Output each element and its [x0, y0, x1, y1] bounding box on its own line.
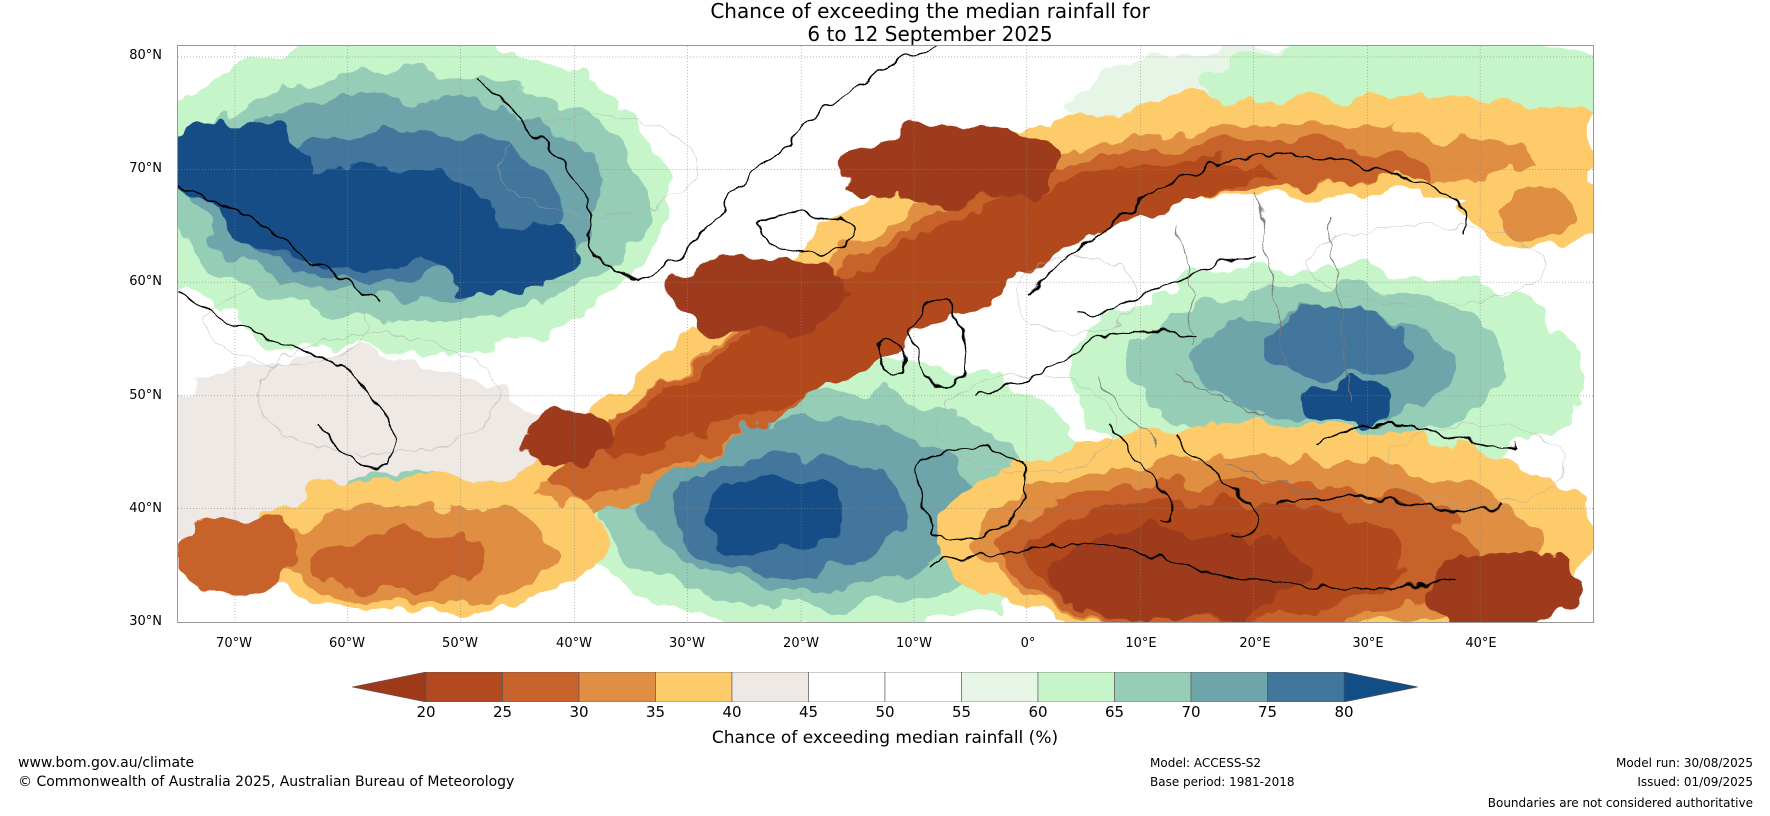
baltic-coast: [1076, 258, 1257, 316]
colorbar-tick-label: 30: [569, 703, 589, 721]
colorbar-bin: [731, 672, 809, 702]
issued-text: Issued: 01/09/2025: [1637, 775, 1753, 789]
coastlines: [178, 46, 1517, 591]
map-title: Chance of exceeding the median rainfall …: [0, 0, 1770, 46]
iberia-coast: [916, 447, 1028, 539]
lon-label-70w: 70°W: [216, 636, 252, 651]
model-text: Model: ACCESS-S2: [1150, 756, 1262, 770]
west-europe-coast: [976, 328, 1197, 396]
lat-label-30n: 30°N: [129, 614, 162, 629]
lon-label-40w: 40°W: [556, 636, 592, 651]
colorbar-bin: [1037, 672, 1115, 702]
italy-coast: [1106, 424, 1177, 522]
lat-label-60n: 60°N: [129, 274, 162, 289]
title-line-1: Chance of exceeding the median rainfall …: [710, 0, 1150, 23]
probability-field: [178, 46, 1593, 622]
lat-label-70n: 70°N: [129, 161, 162, 176]
uk-coast: [911, 298, 969, 387]
colorbar-tick-label: 75: [1257, 703, 1278, 721]
base-period-text: Base period: 1981-2018: [1150, 775, 1295, 789]
disclaimer-text: Boundaries are not considered authoritat…: [1487, 796, 1753, 810]
map-canvas: [178, 46, 1593, 622]
balkans-coast: [1176, 434, 1260, 539]
colorbar-tick-label: 35: [645, 703, 666, 721]
colorbar-bin: [884, 672, 962, 702]
iceland-coast: [756, 213, 856, 257]
graticule: [178, 46, 1593, 622]
colorbar-bin: [1267, 672, 1345, 702]
colorbar-bin: [425, 672, 503, 702]
website-text: www.bom.gov.au/climate: [18, 755, 195, 771]
lat-label-80n: 80°N: [129, 48, 162, 63]
lon-label-0: 0°: [1020, 636, 1036, 651]
lon-label-40e: 40°E: [1465, 636, 1497, 651]
lat-label-50n: 50°N: [129, 388, 162, 403]
lon-label-60w: 60°W: [329, 636, 365, 651]
rainfall-probability-map: [177, 45, 1594, 623]
colorbar-tick-label: 20: [416, 703, 436, 721]
baffin-coast: [178, 184, 379, 301]
colorbar-extension-low: [352, 672, 427, 702]
lon-label-20e: 20°E: [1239, 636, 1271, 651]
turkey-coast: [1276, 497, 1507, 511]
lat-label-40n: 40°N: [129, 501, 162, 516]
contour-texture: [207, 115, 1567, 505]
colorbar-bin: [961, 672, 1039, 702]
lon-label-50w: 50°W: [442, 636, 478, 651]
colorbar-label: Chance of exceeding median rainfall (%): [711, 728, 1059, 748]
colorbar-bin: [1190, 672, 1268, 702]
black-sea-coast: [1315, 423, 1517, 449]
north-africa-coast: [926, 543, 1457, 591]
colorbar-tick-label: 80: [1334, 703, 1354, 721]
ireland-coast: [876, 340, 906, 374]
colorbar-tick-label: 50: [875, 703, 895, 721]
country-borders: [1096, 195, 1352, 495]
colorbar-bin: [1114, 672, 1192, 702]
colorbar-bin: [578, 672, 656, 702]
colorbar-extension-high: [1343, 672, 1418, 702]
greenland-coast: [477, 46, 938, 281]
lon-label-30w: 30°W: [669, 636, 705, 651]
lon-label-10w: 10°W: [896, 636, 932, 651]
colorbar-tick-label: 60: [1028, 703, 1048, 721]
lon-label-20w: 20°W: [783, 636, 819, 651]
title-line-2: 6 to 12 September 2025: [807, 22, 1053, 46]
colorbar-tick-label: 25: [492, 703, 513, 721]
lon-label-30e: 30°E: [1352, 636, 1384, 651]
colorbar-bin: [655, 672, 733, 702]
colorbar-bin: [502, 672, 580, 702]
model-run-text: Model run: 30/08/2025: [1615, 756, 1753, 770]
colorbar-tick-label: 40: [722, 703, 742, 721]
colorbar-tick-label: 70: [1181, 703, 1201, 721]
copyright-text: © Commonwealth of Australia 2025, Austra…: [18, 774, 515, 790]
colorbar-bin: [808, 672, 886, 702]
lon-label-10e: 10°E: [1125, 636, 1157, 651]
colorbar-tick-label: 55: [951, 703, 972, 721]
labrador-coast: [178, 294, 396, 468]
colorbar-tick-label: 65: [1104, 703, 1125, 721]
colorbar: [352, 672, 1418, 702]
colorbar-tick-label: 45: [798, 703, 819, 721]
scandinavia-coast: [1026, 154, 1470, 296]
